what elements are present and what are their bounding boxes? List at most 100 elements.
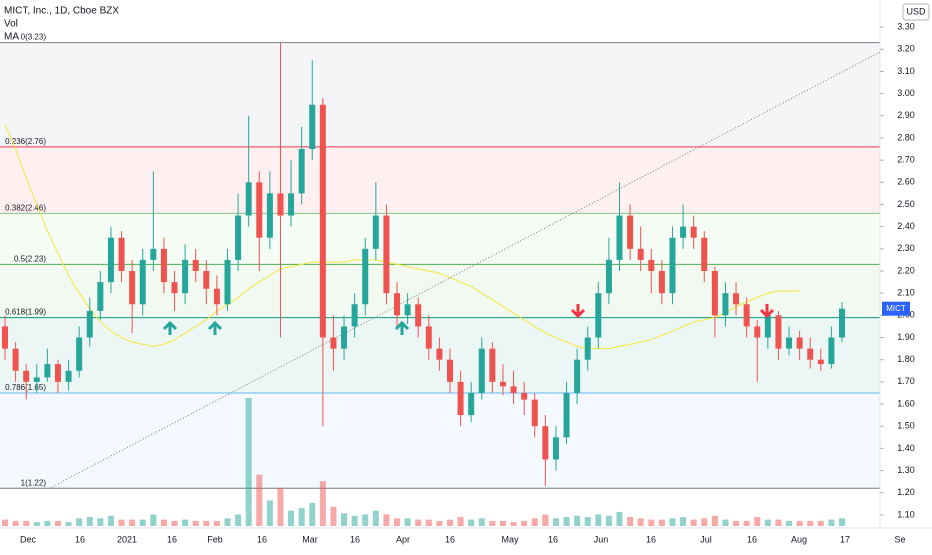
- y-tick-label: 2.40: [897, 221, 915, 231]
- candle-body: [277, 193, 284, 216]
- candle-body: [182, 259, 189, 294]
- volume-bar: [182, 519, 189, 526]
- candle-body: [2, 326, 8, 349]
- volume-bar: [33, 522, 40, 526]
- candle-body: [743, 304, 750, 327]
- candle-body: [425, 326, 432, 349]
- candle-body: [552, 437, 559, 460]
- volume-bar: [425, 519, 432, 526]
- currency-badge[interactable]: [902, 3, 930, 21]
- volume-bar: [690, 519, 697, 526]
- plot: 1.101.201.301.401.501.601.701.801.902.00…: [2, 21, 915, 544]
- y-tick-label: 2.80: [897, 132, 915, 142]
- candle-body: [807, 348, 814, 360]
- candle-body: [722, 293, 729, 316]
- candle-body: [12, 348, 19, 371]
- volume-bar: [627, 517, 634, 526]
- volume-bar: [658, 519, 665, 526]
- volume-bar: [213, 520, 220, 526]
- volume-bar: [754, 517, 761, 526]
- volume-bar: [2, 519, 8, 526]
- y-tick-label: 1.50: [897, 421, 915, 431]
- candle-body: [605, 259, 612, 294]
- volume-bar: [245, 398, 252, 526]
- volume-bar: [786, 520, 793, 526]
- fib-band: [0, 146, 880, 214]
- volume-bar: [839, 518, 845, 526]
- volume-bar: [764, 519, 771, 526]
- volume-bar: [44, 520, 51, 526]
- volume-bar: [192, 520, 199, 526]
- candle-body: [235, 215, 242, 260]
- candle-body: [510, 386, 517, 393]
- volume-bar: [637, 518, 644, 526]
- y-tick-label: 1.70: [897, 376, 915, 386]
- volume-bar: [362, 514, 369, 526]
- volume-bar: [669, 518, 676, 526]
- volume-bar: [160, 519, 167, 526]
- x-tick-label: 16: [350, 534, 360, 544]
- last-price-label: MICT: [886, 304, 906, 313]
- volume-bar: [266, 500, 273, 526]
- candle-body: [595, 293, 602, 338]
- candle-body: [76, 337, 83, 371]
- currency-label: USD: [906, 6, 926, 16]
- volume-bar: [510, 522, 517, 526]
- volume-bar: [552, 518, 559, 526]
- candle-body: [828, 337, 835, 365]
- volume-bar: [574, 515, 581, 526]
- volume-bar: [12, 520, 19, 526]
- volume-bar: [372, 510, 379, 526]
- candle-body: [690, 226, 697, 238]
- volume-bar: [446, 519, 453, 526]
- candle-body: [489, 348, 496, 382]
- volume-bar: [330, 506, 337, 526]
- candle-body: [54, 364, 61, 382]
- up-arrow: [162, 320, 178, 335]
- fib-label: 0.5(2.23): [14, 254, 46, 263]
- x-tick-label: May: [501, 534, 519, 544]
- candle-body: [531, 399, 538, 427]
- volume-bar: [499, 520, 506, 526]
- y-tick-label: 2.60: [897, 177, 915, 187]
- candle-body: [616, 215, 623, 260]
- volume-bar: [796, 520, 803, 526]
- volume-bar: [605, 515, 612, 526]
- candle-body: [542, 426, 549, 460]
- candle-body: [701, 237, 708, 271]
- volume-bar: [489, 520, 496, 526]
- candle-body: [404, 304, 411, 316]
- volume-bar: [86, 517, 93, 526]
- last-price-badge: [882, 301, 910, 316]
- candle-body: [786, 337, 793, 349]
- candle-body: [669, 237, 676, 294]
- candle-body: [574, 359, 581, 393]
- ma-line: [4, 124, 800, 350]
- volume-bar: [648, 519, 655, 526]
- x-tick-label: 17: [840, 534, 850, 544]
- x-tick-label: Jul: [700, 534, 712, 544]
- volume-bar: [235, 514, 242, 526]
- x-tick-label: 16: [167, 534, 177, 544]
- fib-label: 1(1.22): [21, 478, 47, 487]
- x-tick-label: Dec: [20, 534, 37, 544]
- y-tick-label: 1.40: [897, 443, 915, 453]
- x-tick-label: 16: [75, 534, 85, 544]
- signal-arrows: [162, 304, 775, 335]
- fib-band: [0, 42, 880, 147]
- candle-body: [446, 359, 453, 382]
- volume-bar: [76, 518, 83, 526]
- volume-bar: [531, 518, 538, 526]
- volume-bar: [107, 515, 114, 526]
- candle-body: [457, 381, 464, 416]
- volume-bar: [701, 518, 708, 526]
- candle-body: [288, 193, 295, 216]
- up-arrow: [394, 320, 410, 335]
- volume-bar: [203, 520, 210, 526]
- volume-bar: [733, 520, 740, 526]
- volume-bar: [319, 481, 326, 526]
- candle-body: [192, 259, 199, 271]
- volume-bar: [351, 515, 358, 526]
- volume-bar: [415, 519, 422, 526]
